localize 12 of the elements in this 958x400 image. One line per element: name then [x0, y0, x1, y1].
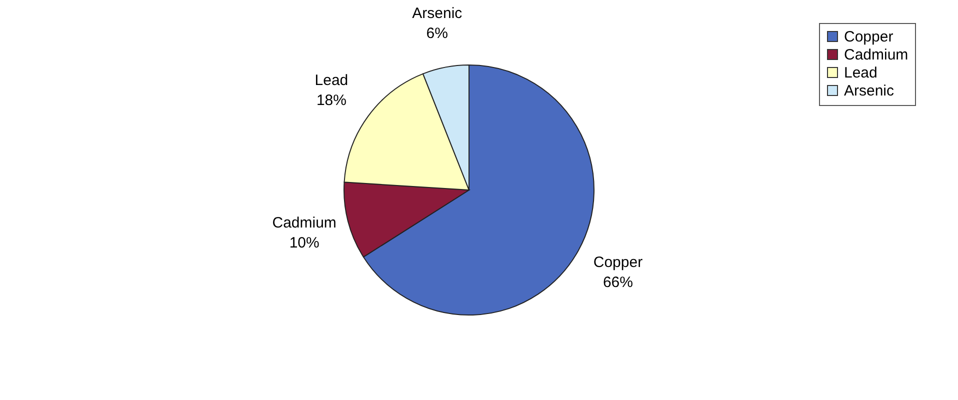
legend-label: Lead	[844, 64, 878, 82]
slice-label: Cadmium	[272, 214, 336, 232]
data-label: 10%	[289, 234, 320, 252]
legend-label: Cadmium	[844, 46, 908, 64]
slice-label: Copper	[593, 254, 643, 271]
data-label: 18%	[316, 92, 346, 110]
slice-label: Arsenic	[412, 5, 463, 22]
data-label: 66%	[602, 274, 633, 291]
slice-label: Lead	[314, 72, 348, 90]
legend-label: Copper	[844, 28, 894, 46]
data-label: 6%	[426, 25, 448, 42]
legend-label: Arsenic	[844, 82, 895, 100]
